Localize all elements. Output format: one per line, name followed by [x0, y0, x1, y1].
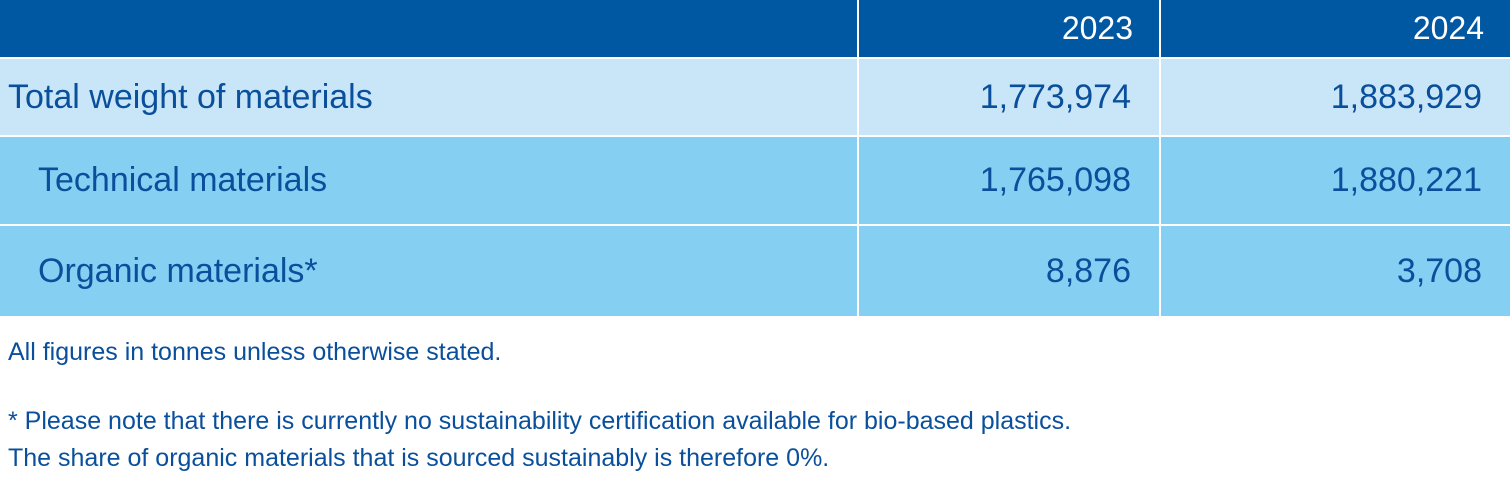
- header-cell: 2023: [859, 0, 1159, 57]
- footnote: * Please note that there is currently no…: [8, 407, 1072, 435]
- value-cell: 1,880,221: [1161, 137, 1510, 224]
- row-label: Total weight of materials: [0, 59, 857, 135]
- footnote: All figures in tonnes unless otherwise s…: [8, 338, 502, 366]
- row-label: Organic materials*: [0, 226, 857, 316]
- value-cell: 1,765,098: [859, 137, 1159, 224]
- value-cell: 8,876: [859, 226, 1159, 316]
- value-cell: 1,773,974: [859, 59, 1159, 135]
- header-cell: [0, 0, 857, 57]
- header-cell: 2024: [1161, 0, 1510, 57]
- value-cell: 3,708: [1161, 226, 1510, 316]
- row-label: Technical materials: [0, 137, 857, 224]
- value-cell: 1,883,929: [1161, 59, 1510, 135]
- footnote: The share of organic materials that is s…: [8, 444, 830, 472]
